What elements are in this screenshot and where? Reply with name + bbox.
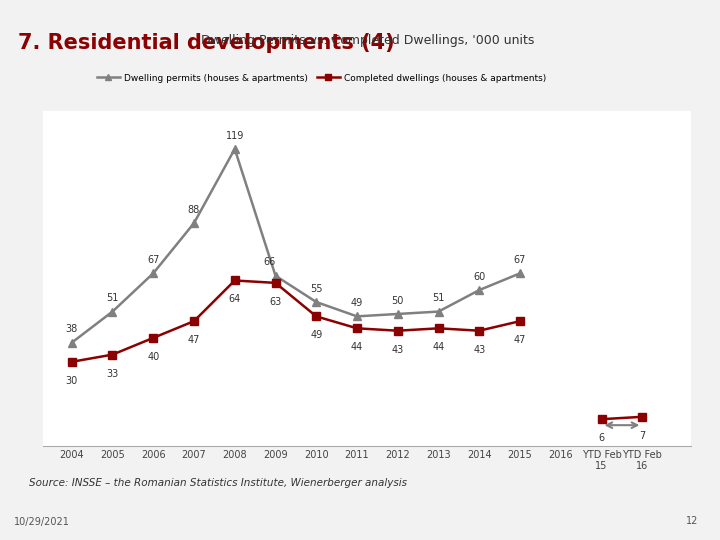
Text: 6: 6	[598, 433, 605, 443]
Legend: Dwelling permits (houses & apartments), Completed dwellings (houses & apartments: Dwelling permits (houses & apartments), …	[94, 70, 550, 86]
Text: 47: 47	[188, 335, 200, 345]
Text: 60: 60	[473, 272, 485, 282]
Text: 119: 119	[225, 131, 244, 140]
Text: 64: 64	[229, 294, 241, 305]
Text: 63: 63	[269, 297, 282, 307]
Text: 43: 43	[392, 345, 404, 355]
Text: 40: 40	[147, 352, 159, 362]
Text: 43: 43	[473, 345, 485, 355]
Text: 55: 55	[310, 284, 323, 294]
Text: Source: INSSE – the Romanian Statistics Institute, Wienerberger analysis: Source: INSSE – the Romanian Statistics …	[29, 478, 407, 488]
Text: 51: 51	[432, 293, 445, 303]
Text: Dwelling Permits vs. Completed Dwellings, '000 units: Dwelling Permits vs. Completed Dwellings…	[200, 34, 534, 47]
Text: 47: 47	[514, 335, 526, 345]
Text: 30: 30	[66, 376, 78, 386]
Text: 7. Residential developments (4): 7. Residential developments (4)	[18, 33, 395, 53]
Text: 7: 7	[639, 431, 645, 441]
Text: 67: 67	[147, 255, 159, 265]
Text: 33: 33	[107, 368, 119, 379]
Text: 67: 67	[514, 255, 526, 265]
Text: 10/29/2021: 10/29/2021	[14, 516, 71, 526]
Text: 88: 88	[188, 205, 200, 215]
Text: 12: 12	[686, 516, 698, 526]
Text: 50: 50	[392, 295, 404, 306]
Text: 49: 49	[310, 330, 323, 340]
Text: 49: 49	[351, 298, 363, 308]
Text: 51: 51	[107, 293, 119, 303]
Text: 44: 44	[433, 342, 445, 352]
Text: 38: 38	[66, 325, 78, 334]
Text: 44: 44	[351, 342, 363, 352]
Text: 66: 66	[264, 258, 276, 267]
